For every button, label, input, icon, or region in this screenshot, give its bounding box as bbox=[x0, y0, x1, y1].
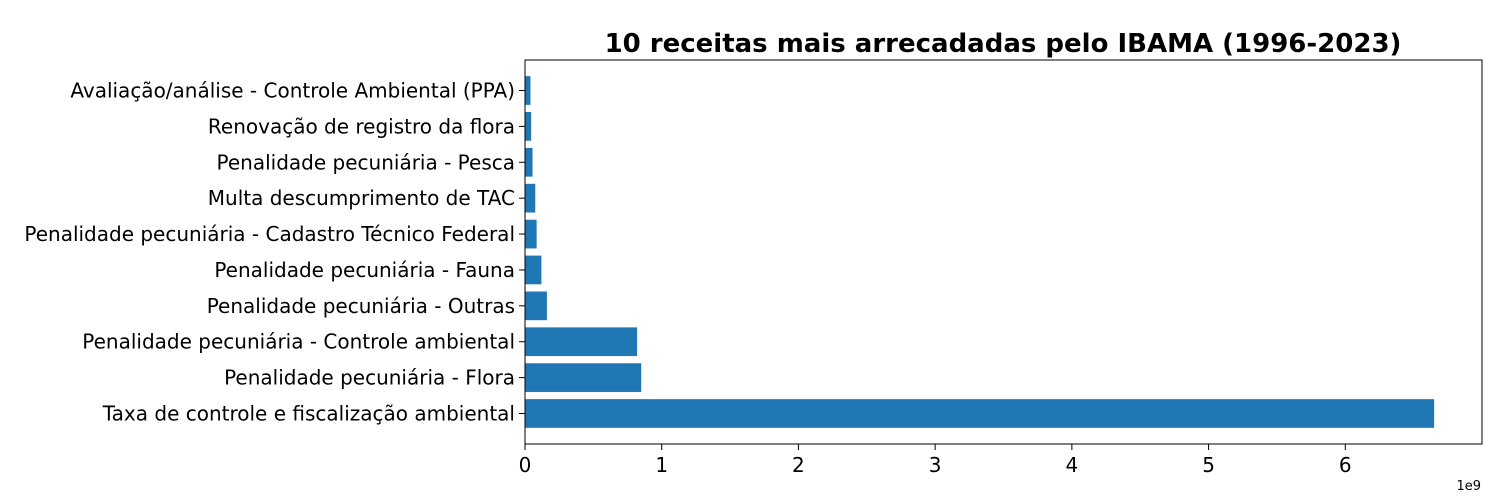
category-label: Penalidade pecuniária - Outras bbox=[207, 294, 515, 318]
bar bbox=[525, 291, 547, 321]
category-labels: Taxa de controle e fiscalização ambienta… bbox=[24, 79, 525, 425]
category-label: Taxa de controle e fiscalização ambienta… bbox=[102, 401, 515, 425]
category-label: Penalidade pecuniária - Fauna bbox=[214, 258, 515, 282]
category-label: Multa descumprimento de TAC bbox=[208, 186, 515, 210]
bar bbox=[525, 112, 532, 141]
x-tick-label: 2 bbox=[792, 453, 805, 477]
category-label: Renovação de registro da flora bbox=[208, 114, 515, 138]
bar bbox=[525, 219, 537, 249]
x-axis-offset-label: 1e9 bbox=[1456, 479, 1481, 494]
x-tick-label: 1 bbox=[655, 453, 668, 477]
bar bbox=[525, 255, 542, 285]
x-tick-label: 6 bbox=[1339, 453, 1352, 477]
bar bbox=[525, 363, 642, 392]
x-tick-label: 5 bbox=[1202, 453, 1215, 477]
bars-group bbox=[525, 76, 1435, 428]
x-tick-label: 3 bbox=[929, 453, 942, 477]
plot-frame bbox=[524, 59, 1483, 445]
category-label: Penalidade pecuniária - Flora bbox=[224, 366, 515, 390]
category-label: Avaliação/análise - Controle Ambiental (… bbox=[70, 79, 515, 103]
bar bbox=[525, 76, 531, 105]
bar bbox=[525, 327, 638, 357]
bar bbox=[525, 183, 536, 213]
chart-title: 10 receitas mais arrecadadas pelo IBAMA … bbox=[605, 29, 1402, 59]
x-tick-label: 4 bbox=[1065, 453, 1078, 477]
category-label: Penalidade pecuniária - Controle ambient… bbox=[82, 330, 515, 354]
x-tick-label: 0 bbox=[519, 453, 532, 477]
bar bbox=[525, 399, 1435, 428]
category-label: Penalidade pecuniária - Pesca bbox=[217, 150, 515, 174]
x-axis-ticks: 0 1 2 3 4 5 6 bbox=[519, 444, 1352, 477]
bar bbox=[525, 147, 533, 177]
category-label: Penalidade pecuniária - Cadastro Técnico… bbox=[24, 222, 515, 246]
